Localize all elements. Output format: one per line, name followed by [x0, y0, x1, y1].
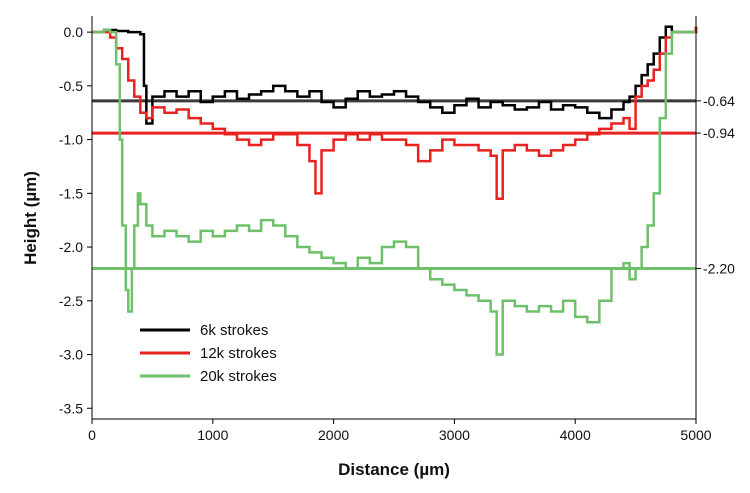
y-tick-label: 0.0 — [64, 24, 84, 40]
series-line — [92, 26, 698, 200]
legend-label: 12k strokes — [200, 345, 277, 362]
series-line — [92, 25, 698, 125]
x-tick-label: 2000 — [318, 427, 349, 443]
x-tick-label: 3000 — [439, 427, 470, 443]
y-tick-label: -1.0 — [59, 132, 83, 148]
y-tick-label: -1.5 — [59, 185, 83, 201]
y-ticks: 0.0 -0.5 -1.0 -1.5 -2.0 -2.5 -3.0 -3.5 — [59, 24, 92, 416]
legend: 6k strokes 12k strokes 20k strokes — [140, 322, 277, 385]
x-ticks: 0 1000 2000 3000 4000 5000 — [88, 419, 712, 443]
x-tick-label: 4000 — [560, 427, 591, 443]
x-tick-label: 5000 — [680, 427, 711, 443]
series-line — [92, 28, 696, 356]
y-tick-label: -2.5 — [59, 293, 83, 309]
x-axis-title: Distance (µm) — [338, 460, 450, 479]
y-tick-label: -2.0 — [59, 239, 83, 255]
y-tick-label: -0.5 — [59, 78, 83, 94]
reference-label: -0.94 — [703, 125, 735, 141]
x-tick-label: 1000 — [197, 427, 228, 443]
legend-label: 6k strokes — [200, 322, 268, 339]
reference-label: -0.64 — [703, 93, 735, 109]
x-tick-label: 0 — [88, 427, 96, 443]
legend-label: 20k strokes — [200, 368, 277, 385]
series-lines — [92, 25, 698, 356]
y-axis-title: Height (µm) — [21, 171, 40, 265]
y-tick-label: -3.5 — [59, 400, 83, 416]
y-tick-label: -3.0 — [59, 347, 83, 363]
reference-label: -2.20 — [703, 261, 735, 277]
reference-labels: -0.64 -0.94 -2.20 — [696, 93, 735, 277]
